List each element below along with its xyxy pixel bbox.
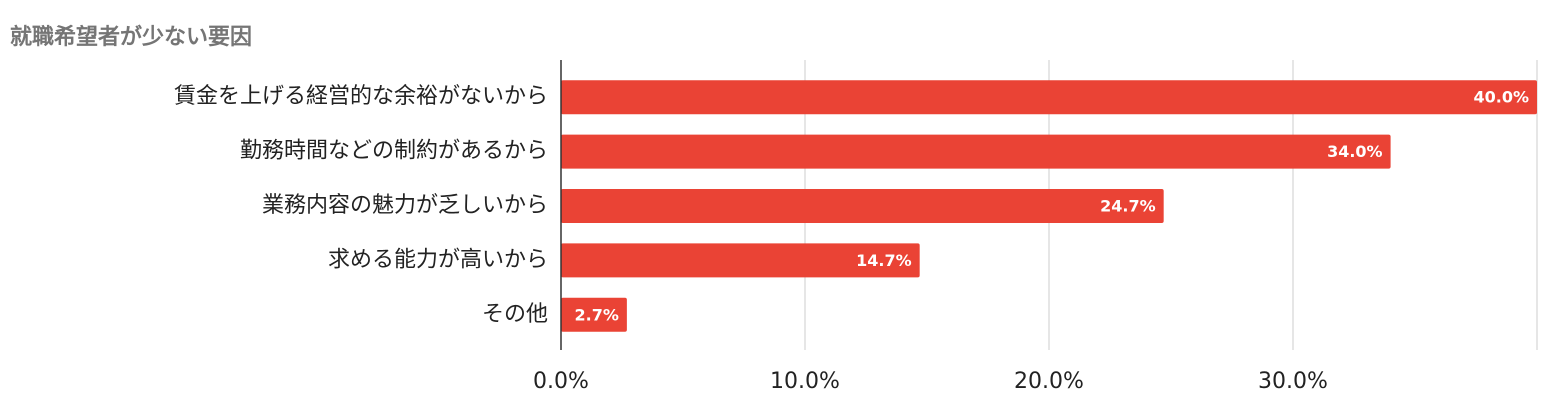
x-tick-label: 20.0% xyxy=(1014,369,1084,394)
bar xyxy=(561,80,1537,115)
bar xyxy=(561,243,920,278)
y-tick-label: 勤務時間などの制約があるから xyxy=(240,139,548,164)
value-label: 34.0% xyxy=(1327,142,1383,161)
value-label: 14.7% xyxy=(856,251,912,270)
value-label: 2.7% xyxy=(575,305,619,324)
bar xyxy=(561,297,627,332)
y-tick-label: その他 xyxy=(482,302,548,327)
value-label: 24.7% xyxy=(1100,197,1156,216)
y-tick-label: 賃金を上げる経営的な余裕がないから xyxy=(174,84,548,109)
x-tick-label: 10.0% xyxy=(770,369,840,394)
y-tick-label: 業務内容の魅力が乏しいから xyxy=(262,193,548,218)
x-tick-label: 30.0% xyxy=(1258,369,1328,394)
y-tick-label: 求める能力が高いから xyxy=(328,247,548,272)
x-tick-label: 0.0% xyxy=(533,369,589,394)
value-label: 40.0% xyxy=(1473,88,1529,107)
bar xyxy=(561,189,1164,223)
bar xyxy=(561,134,1391,169)
chart-title: 就職希望者が少ない要因 xyxy=(10,24,252,50)
